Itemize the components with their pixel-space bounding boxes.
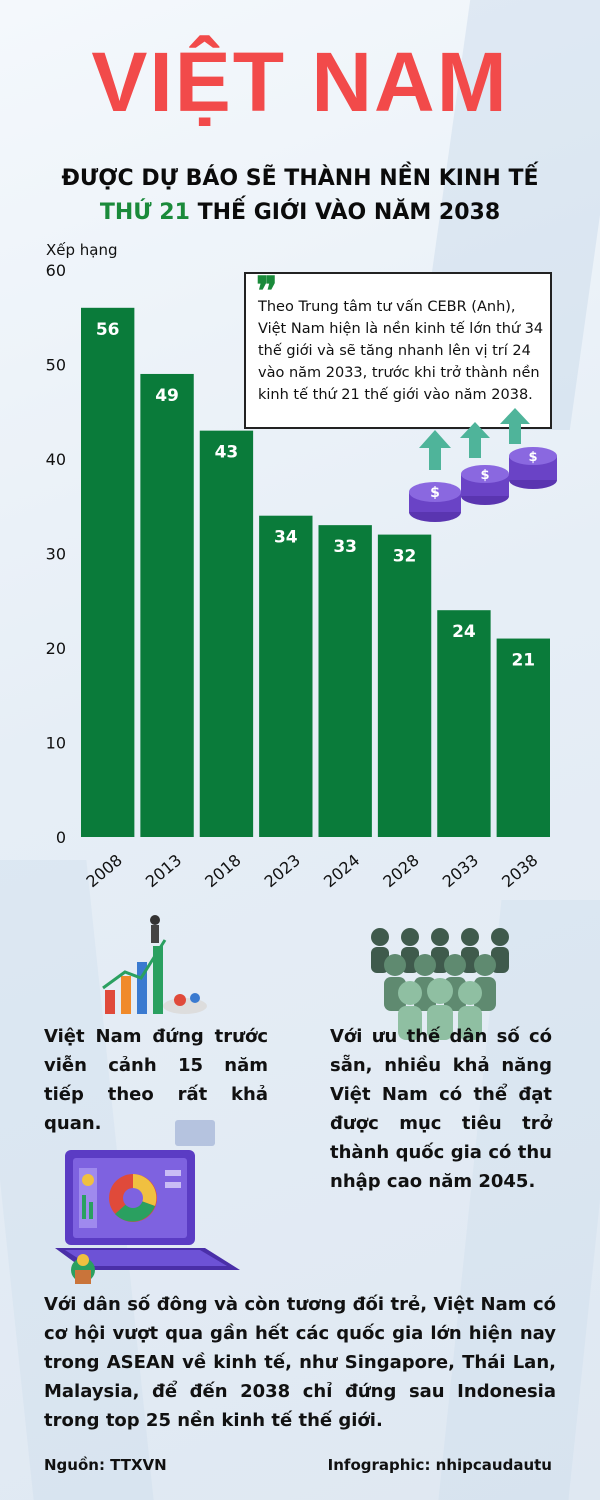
bar-value-label: 33 bbox=[333, 537, 357, 557]
svg-text:$: $ bbox=[480, 468, 489, 483]
x-tick-label: 2028 bbox=[379, 850, 422, 891]
source-credit: Nguồn: TTXVN bbox=[44, 1456, 167, 1474]
ranking-bar-chart: 0 10 20 30 40 50 60 56 2008 49 2013 43 2018 34 2023 33 2… bbox=[46, 261, 550, 891]
bar-value-label: 56 bbox=[96, 320, 120, 340]
paragraph-summary: Với dân số đông và còn tương đối trẻ, Vi… bbox=[44, 1294, 556, 1431]
quote-icon: ❞ bbox=[256, 268, 278, 315]
quote-text: Theo Trung tâm tư vấn CEBR (Anh), Việt N… bbox=[258, 299, 544, 403]
bar bbox=[377, 534, 432, 837]
svg-text:$: $ bbox=[528, 450, 537, 465]
quote-box: ❞ Theo Trung tâm tư vấn CEBR (Anh), Việt… bbox=[244, 268, 552, 429]
paragraph-population: Với ưu thế dân số có sẵn, nhiều khả năng… bbox=[330, 1026, 552, 1192]
business-growth-icon bbox=[102, 915, 207, 1014]
y-tick-label: 0 bbox=[56, 828, 66, 847]
svg-text:$: $ bbox=[430, 485, 440, 501]
x-tick-label: 2038 bbox=[498, 850, 541, 891]
bar bbox=[81, 307, 135, 837]
x-tick-label: 2024 bbox=[320, 850, 363, 891]
x-tick-label: 2018 bbox=[201, 850, 244, 891]
bar-value-label: 49 bbox=[155, 386, 179, 406]
bar bbox=[496, 638, 550, 837]
y-tick-label: 60 bbox=[46, 261, 66, 280]
y-axis-label: Xếp hạng bbox=[46, 241, 118, 259]
page-subtitle: ĐƯỢC DỰ BÁO SẼ THÀNH NỀN KINH TẾ THỨ 21 … bbox=[0, 162, 600, 230]
coins-growth-icon: $ $ $ bbox=[409, 408, 557, 522]
subtitle-line-2: THỨ 21 THẾ GIỚI VÀO NĂM 2038 bbox=[0, 196, 600, 230]
bar bbox=[259, 515, 313, 837]
subtitle-line-1: ĐƯỢC DỰ BÁO SẼ THÀNH NỀN KINH TẾ bbox=[61, 166, 539, 191]
bar bbox=[199, 430, 254, 837]
bar-value-label: 34 bbox=[274, 528, 298, 548]
subtitle-highlight: THỨ 21 bbox=[99, 200, 190, 225]
infographic-credit: Infographic: nhipcaudautu bbox=[327, 1456, 552, 1474]
bar-value-label: 43 bbox=[215, 443, 239, 463]
paragraph-outlook: Việt Nam đứng trước viễn cảnh 15 năm tiế… bbox=[44, 1026, 268, 1134]
laptop-dashboard-icon bbox=[55, 1120, 240, 1284]
page-title: VIỆT NAM bbox=[91, 35, 509, 129]
x-tick-label: 2023 bbox=[261, 850, 304, 891]
x-tick-label: 2033 bbox=[439, 850, 482, 891]
bar-value-label: 32 bbox=[393, 547, 417, 567]
x-tick-label: 2013 bbox=[142, 850, 185, 891]
y-tick-label: 40 bbox=[46, 450, 66, 469]
population-group-icon bbox=[371, 928, 509, 1040]
subtitle-rest: THẾ GIỚI VÀO NĂM 2038 bbox=[189, 200, 501, 225]
bar bbox=[437, 610, 491, 837]
bar-value-label: 21 bbox=[511, 651, 535, 671]
y-tick-label: 10 bbox=[46, 734, 66, 753]
bar-value-label: 24 bbox=[452, 622, 476, 642]
y-tick-label: 50 bbox=[46, 356, 66, 375]
bar bbox=[140, 373, 194, 837]
y-tick-label: 30 bbox=[46, 545, 66, 564]
y-tick-label: 20 bbox=[46, 639, 66, 658]
bar bbox=[318, 525, 372, 837]
x-tick-label: 2008 bbox=[82, 850, 125, 891]
